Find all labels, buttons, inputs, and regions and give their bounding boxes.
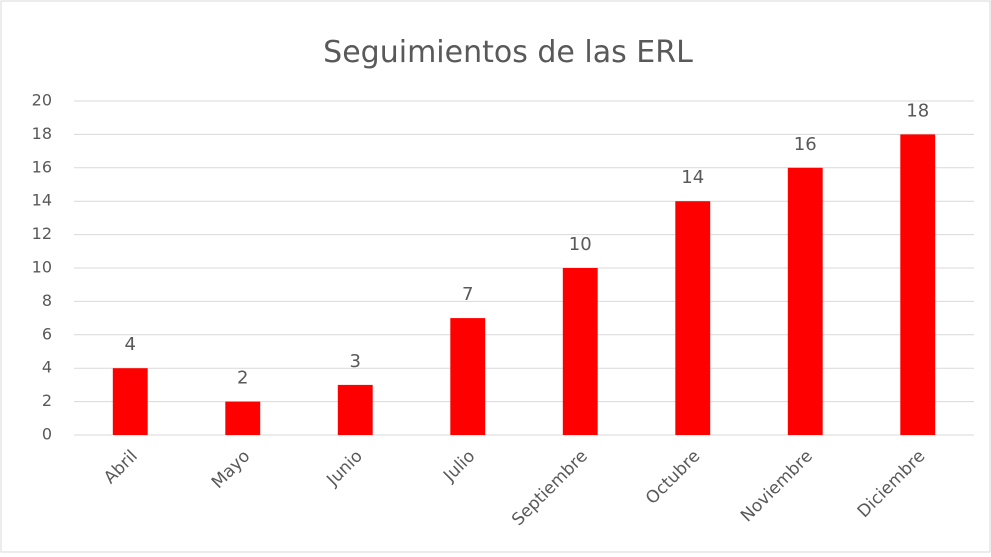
y-tick-label: 2	[42, 391, 52, 410]
value-label: 18	[906, 100, 929, 121]
value-label: 10	[569, 234, 592, 255]
bar	[450, 318, 486, 435]
bar	[225, 401, 261, 435]
bar	[900, 134, 936, 435]
bar	[112, 368, 148, 435]
bar	[675, 201, 711, 435]
y-tick-label: 0	[42, 425, 52, 444]
bar	[337, 384, 373, 435]
y-tick-label: 4	[42, 358, 52, 377]
bar	[562, 268, 598, 435]
value-label: 2	[237, 368, 248, 389]
y-tick-label: 10	[32, 258, 52, 277]
bar	[787, 167, 823, 436]
value-label: 7	[462, 284, 473, 305]
y-tick-label: 16	[32, 157, 52, 176]
value-label: 3	[350, 351, 361, 372]
y-tick-label: 8	[42, 291, 52, 310]
chart-title: Seguimientos de las ERL	[323, 35, 693, 70]
value-label: 4	[125, 334, 136, 355]
y-tick-label: 6	[42, 324, 52, 343]
y-tick-label: 18	[32, 124, 52, 143]
value-label: 14	[681, 167, 704, 188]
y-tick-label: 14	[32, 191, 52, 210]
value-label: 16	[794, 134, 817, 155]
y-tick-label: 12	[32, 224, 52, 243]
y-tick-label: 20	[32, 91, 52, 110]
